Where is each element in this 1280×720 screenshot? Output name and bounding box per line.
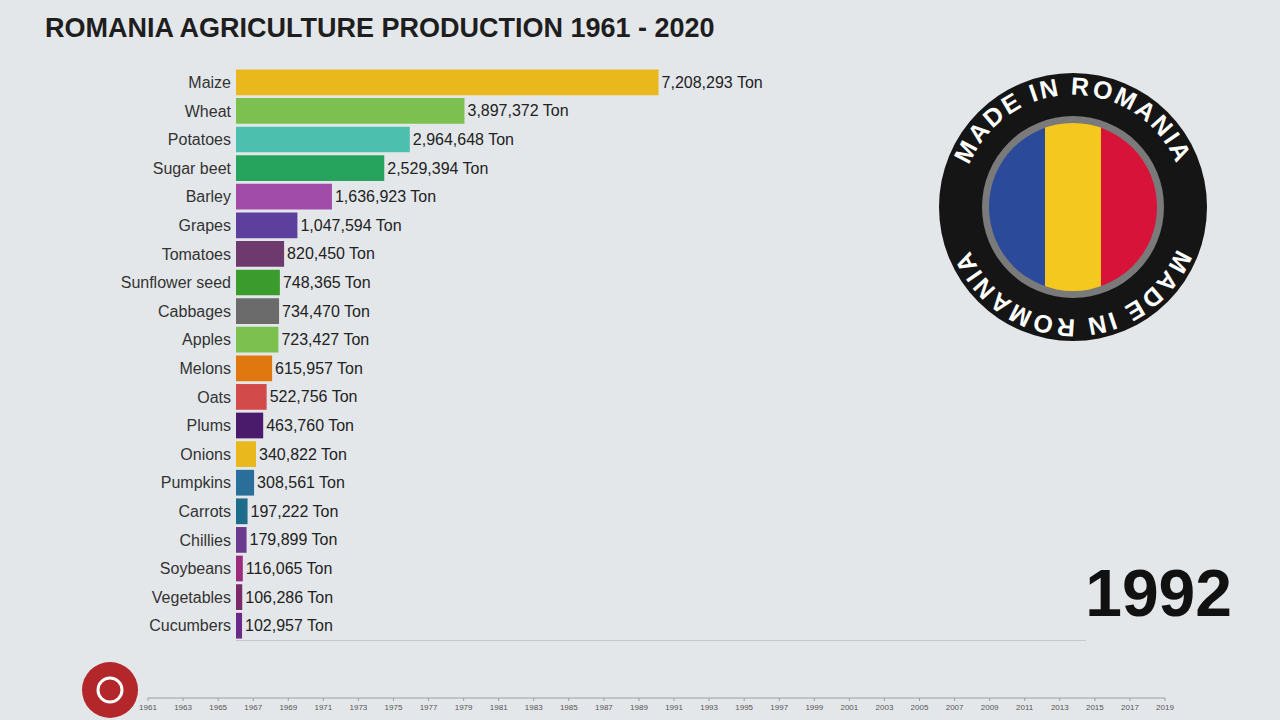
svg-text:Tomatoes: Tomatoes — [162, 246, 231, 263]
svg-text:1981: 1981 — [490, 703, 508, 712]
svg-text:308,561 Ton: 308,561 Ton — [257, 474, 345, 491]
svg-text:723,427 Ton: 723,427 Ton — [281, 331, 369, 348]
svg-text:MADE IN ROMANIA: MADE IN ROMANIA — [948, 246, 1198, 342]
svg-text:2017: 2017 — [1121, 703, 1139, 712]
svg-text:179,899 Ton: 179,899 Ton — [250, 531, 338, 548]
svg-text:1977: 1977 — [420, 703, 438, 712]
svg-text:116,065 Ton: 116,065 Ton — [246, 560, 333, 577]
svg-text:2013: 2013 — [1051, 703, 1069, 712]
svg-text:Cabbages: Cabbages — [158, 303, 231, 320]
svg-text:Sunflower seed: Sunflower seed — [121, 274, 231, 291]
svg-text:2,964,648 Ton: 2,964,648 Ton — [413, 131, 514, 148]
svg-text:1985: 1985 — [560, 703, 578, 712]
svg-text:Onions: Onions — [180, 446, 231, 463]
svg-text:Barley: Barley — [186, 188, 231, 205]
svg-text:1963: 1963 — [174, 703, 192, 712]
svg-text:106,286 Ton: 106,286 Ton — [245, 589, 333, 606]
svg-text:Apples: Apples — [182, 331, 231, 348]
svg-text:1989: 1989 — [630, 703, 648, 712]
svg-text:1,636,923 Ton: 1,636,923 Ton — [335, 188, 436, 205]
svg-text:Cucumbers: Cucumbers — [149, 617, 231, 634]
svg-text:1,047,594 Ton: 1,047,594 Ton — [300, 217, 401, 234]
svg-text:1987: 1987 — [595, 703, 613, 712]
svg-text:1991: 1991 — [665, 703, 683, 712]
svg-text:1997: 1997 — [770, 703, 788, 712]
svg-text:734,470 Ton: 734,470 Ton — [282, 303, 370, 320]
svg-text:1961: 1961 — [139, 703, 157, 712]
svg-text:MADE IN ROMANIA: MADE IN ROMANIA — [948, 72, 1198, 168]
svg-text:1983: 1983 — [525, 703, 543, 712]
svg-text:Carrots: Carrots — [179, 503, 231, 520]
svg-text:2015: 2015 — [1086, 703, 1104, 712]
svg-text:2001: 2001 — [840, 703, 858, 712]
svg-text:615,957 Ton: 615,957 Ton — [275, 360, 363, 377]
svg-text:2005: 2005 — [911, 703, 929, 712]
svg-text:Vegetables: Vegetables — [152, 589, 231, 606]
svg-text:Sugar beet: Sugar beet — [153, 160, 232, 177]
svg-text:2009: 2009 — [981, 703, 999, 712]
svg-text:2019: 2019 — [1156, 703, 1174, 712]
svg-text:Maize: Maize — [188, 74, 231, 91]
svg-text:Chillies: Chillies — [179, 532, 231, 549]
svg-text:1979: 1979 — [455, 703, 473, 712]
svg-text:1967: 1967 — [244, 703, 262, 712]
svg-text:3,897,372 Ton: 3,897,372 Ton — [467, 102, 568, 119]
svg-text:Pumpkins: Pumpkins — [161, 474, 231, 491]
svg-text:463,760 Ton: 463,760 Ton — [266, 417, 354, 434]
svg-text:1975: 1975 — [385, 703, 403, 712]
svg-text:1993: 1993 — [700, 703, 718, 712]
svg-text:820,450 Ton: 820,450 Ton — [287, 245, 375, 262]
svg-text:Oats: Oats — [197, 389, 231, 406]
svg-text:1999: 1999 — [805, 703, 823, 712]
svg-text:7,208,293 Ton: 7,208,293 Ton — [662, 74, 763, 91]
svg-text:1995: 1995 — [735, 703, 753, 712]
svg-text:2,529,394 Ton: 2,529,394 Ton — [387, 160, 488, 177]
svg-text:Grapes: Grapes — [179, 217, 231, 234]
svg-text:1969: 1969 — [279, 703, 297, 712]
html-text:1992: 1992 — [1085, 556, 1232, 630]
svg-text:748,365 Ton: 748,365 Ton — [283, 274, 371, 291]
svg-text:2011: 2011 — [1016, 703, 1034, 712]
svg-text:Melons: Melons — [179, 360, 231, 377]
svg-text:2007: 2007 — [946, 703, 964, 712]
svg-text:1971: 1971 — [314, 703, 332, 712]
svg-text:ROMANIA AGRICULTURE PRODUCTION: ROMANIA AGRICULTURE PRODUCTION 1961 - 20… — [45, 13, 715, 43]
svg-text:102,957 Ton: 102,957 Ton — [245, 617, 333, 634]
svg-text:Plums: Plums — [187, 417, 231, 434]
svg-text:1965: 1965 — [209, 703, 227, 712]
svg-text:Wheat: Wheat — [185, 103, 232, 120]
svg-text:1973: 1973 — [350, 703, 368, 712]
svg-text:340,822 Ton: 340,822 Ton — [259, 446, 347, 463]
svg-text:Potatoes: Potatoes — [168, 131, 231, 148]
svg-text:2003: 2003 — [876, 703, 894, 712]
svg-text:522,756 Ton: 522,756 Ton — [270, 388, 358, 405]
svg-text:Soybeans: Soybeans — [160, 560, 231, 577]
svg-text:197,222 Ton: 197,222 Ton — [251, 503, 339, 520]
